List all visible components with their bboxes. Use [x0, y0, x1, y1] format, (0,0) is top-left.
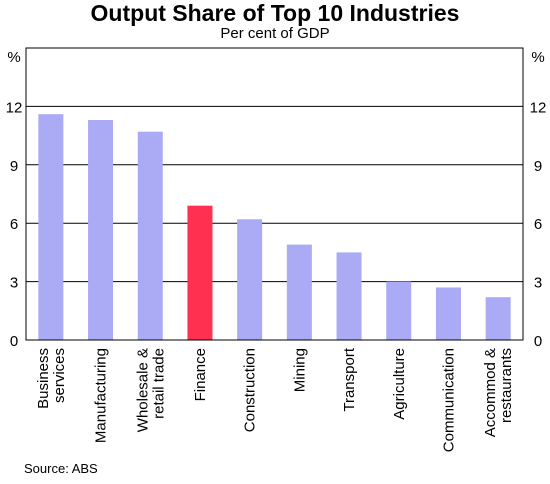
y-tick-label-left: 0: [10, 333, 18, 350]
bar: [286, 244, 312, 340]
x-category-label: Finance: [192, 348, 209, 401]
y-tick-label-left: 9: [10, 158, 18, 175]
x-category-label: services: [51, 348, 68, 403]
x-category-label: restaurants: [498, 348, 515, 423]
x-category-label: Accommod &: [482, 348, 499, 437]
plot-frame: [25, 47, 524, 341]
chart-title: Output Share of Top 10 Industries: [90, 0, 460, 26]
bar: [386, 281, 412, 340]
y-axis-unit-left: %: [7, 49, 20, 66]
bar: [187, 205, 213, 340]
y-tick-label-right: 0: [534, 333, 542, 350]
x-category-label: Manufacturing: [93, 348, 110, 443]
bar: [336, 252, 362, 340]
source-note: Source: ABS: [24, 461, 98, 476]
bar: [38, 114, 64, 340]
y-axis-unit-right: %: [531, 49, 544, 66]
bar: [435, 287, 461, 340]
y-tick-label-left: 3: [10, 275, 18, 292]
y-tick-label-left: 6: [10, 216, 18, 233]
y-axis-ticks: 0 0 3 3 6 6 9 9 12 12: [6, 99, 547, 350]
x-category-label: Business: [35, 348, 52, 409]
y-tick-label-right: 3: [534, 275, 542, 292]
x-category-label: retail trade: [150, 348, 167, 419]
x-category-label: Wholesale &: [134, 348, 151, 432]
x-category-label: Agriculture: [391, 348, 408, 420]
y-tick-label-left: 12: [6, 99, 23, 116]
bar: [485, 297, 511, 340]
x-category-label: Mining: [291, 348, 308, 392]
x-category-label: Communication: [440, 348, 457, 452]
chart-subtitle: Per cent of GDP: [220, 25, 330, 42]
bars: [38, 114, 511, 340]
bar: [137, 131, 163, 340]
bar: [237, 219, 263, 340]
y-tick-label-right: 9: [534, 158, 542, 175]
x-axis-labels: Business services Manufacturing Wholesale &…: [35, 347, 515, 452]
y-tick-label-right: 12: [530, 99, 547, 116]
x-category-label: Transport: [341, 347, 358, 411]
y-tick-label-right: 6: [534, 216, 542, 233]
bar: [88, 120, 114, 340]
x-category-label: Construction: [242, 348, 259, 432]
